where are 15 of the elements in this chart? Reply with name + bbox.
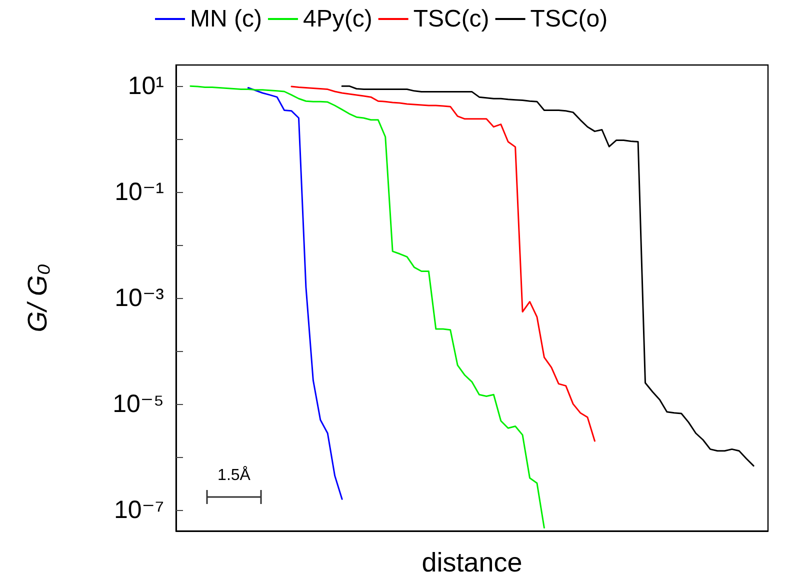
legend-label: TSC(c) (413, 6, 490, 32)
y-tick-label: 10⁻¹ (114, 178, 164, 206)
line-series (190, 85, 545, 529)
annotation: 1.5Å (218, 467, 250, 485)
x-axis-title: distance (422, 548, 522, 578)
y-tick-label: 10⁻⁵ (112, 390, 164, 418)
y-axis-title: G/ G₀ (22, 264, 52, 332)
legend-label: 4Py(c) (302, 6, 372, 32)
y-tick-label: 10¹ (128, 72, 164, 100)
y-tick-label: 10⁻⁷ (114, 496, 164, 524)
legend-label: TSC(o) (530, 6, 608, 32)
legend-label: MN (c) (190, 6, 262, 32)
line-series (290, 86, 596, 442)
y-tick-label: 10⁻³ (114, 284, 164, 312)
line-series (341, 85, 754, 467)
